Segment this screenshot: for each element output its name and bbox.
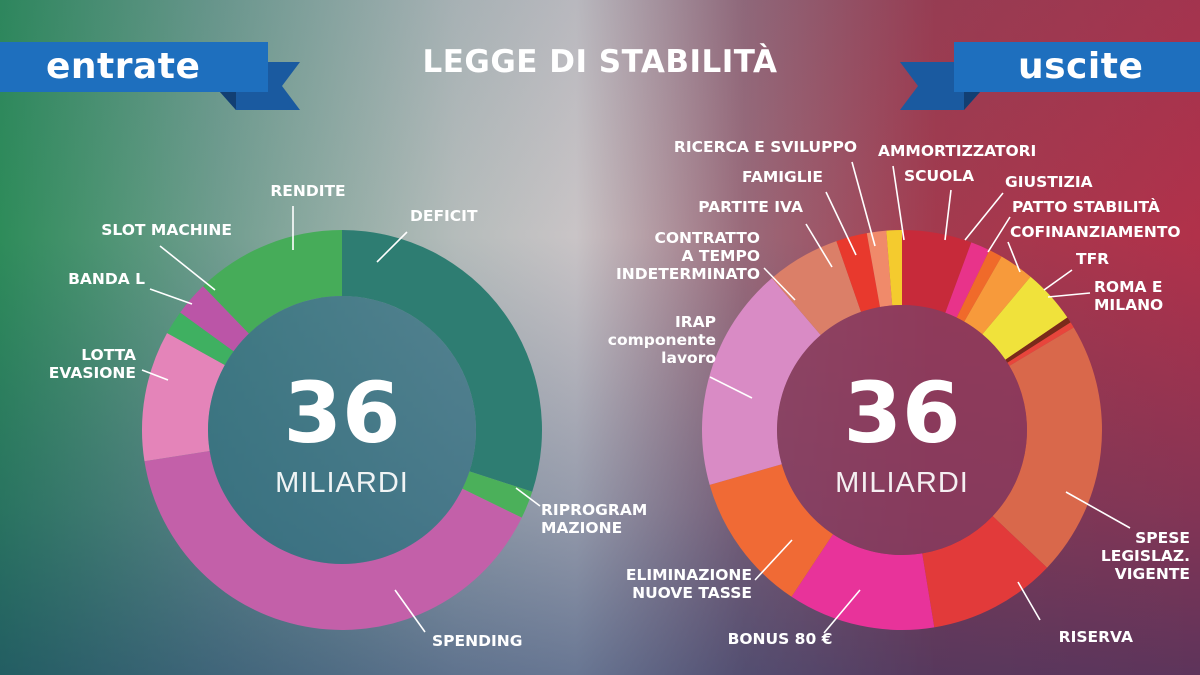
donut-center [777,305,1027,555]
label-deficit: DEFICIT [410,207,478,225]
label-giustizia: GIUSTIZIA [1005,173,1093,191]
donut-center [208,296,476,564]
entrate-donut: 36 MILIARDI [142,230,543,630]
label-irap-componente-lavoro: IRAP componente lavoro [608,313,716,367]
label-ricerca-e-sviluppo: RICERCA E SVILUPPO [674,138,857,156]
slice-spending [144,450,522,630]
label-riprogram-mazione: RIPROGRAM MAZIONE [541,501,647,537]
leader-patto-stabilit [987,216,1011,253]
leader-ricerca-e-sviluppo [851,161,876,247]
leader-eliminazione-nuove-tasse [754,539,793,581]
slice-cofinanziamento [982,276,1068,360]
slice-ricerca-e-sviluppo [886,230,902,306]
slice-roma-e-milano [1007,322,1074,366]
leader-riserva [1017,581,1041,621]
leader-irap-componente-lavoro [709,376,753,399]
slice-banda-l [167,312,234,366]
center-unit: MILIARDI [835,467,969,499]
label-eliminazione-nuove-tasse: ELIMINAZIONE NUOVE TASSE [626,566,752,602]
label-spese-legislaz-vigente: SPESE LEGISLAZ. VIGENTE [1101,529,1190,583]
leader-banda-l [149,288,193,305]
uscite-label: uscite [954,42,1200,92]
label-riserva: RISERVA [1059,628,1133,646]
slice-labels: DEFICIT RIPROGRAM MAZIONE SPENDING LOTTA EVAS… [49,138,1190,650]
leader-famiglie [825,191,857,256]
slice-slot-machine [180,286,249,352]
label-partite-iva: PARTITE IVA [698,198,803,216]
slice-riprogram-mazione [462,471,533,518]
center-value: 36 [844,364,961,462]
label-slot-machine: SLOT MACHINE [101,221,232,239]
leader-spese-legislaz-vigente [1065,491,1131,529]
slice-contratto-a-tempo-indeterminato [771,241,861,336]
label-scuola: SCUOLA [904,167,974,185]
leader-giustizia [964,192,1004,241]
slice-irap-componente-lavoro [702,278,821,485]
center-unit: MILIARDI [275,467,409,499]
leader-scuola [944,189,952,241]
slice-giustizia [956,250,1002,322]
label-patto-stabilit: PATTO STABILITÀ [1012,197,1160,216]
slice-eliminazione-nuove-tasse [709,464,833,597]
slice-partite-iva [836,233,880,312]
label-roma-e-milano: ROMA E MILANO [1094,278,1163,314]
leader-contratto-a-tempo-indeterminato [763,267,796,301]
leader-bonus-80 [823,589,861,634]
slice-famiglie [866,230,893,307]
slice-lotta-evasione [142,333,225,462]
slice-deficit [342,230,543,492]
leader-ammortizzatori [892,165,905,241]
label-spending: SPENDING [432,632,522,650]
leader-deficit [376,231,408,263]
label-bonus-80: BONUS 80 € [728,630,833,648]
label-tfr: TFR [1076,250,1109,268]
center-value: 36 [284,364,401,462]
slice-scuola [945,242,990,318]
label-contratto-a-tempo-indeterminato: CONTRATTO A TEMPO INDETERMINATO [616,229,760,283]
label-cofinanziamento: COFINANZIAMENTO [1010,223,1181,241]
label-banda-l: BANDA L [68,270,145,288]
slice-ammortizzatori [902,230,972,313]
page-title: LEGGE DI STABILITÀ [422,44,778,80]
leader-cofinanziamento [1007,241,1021,273]
label-famiglie: FAMIGLIE [742,168,823,186]
leader-slot-machine [159,245,216,291]
label-ammortizzatori: AMMORTIZZATORI [878,142,1036,160]
entrate-label: entrate [0,42,268,92]
slice-patto-stabilit [964,256,1031,335]
leader-lines [141,161,1131,634]
slice-spese-legislaz-vigente [992,327,1102,568]
uscite-donut: 36 MILIARDI [702,230,1102,630]
leader-riprogram-mazione [515,487,541,507]
leader-spending [394,589,426,633]
leader-partite-iva [805,223,833,268]
leader-lotta-evasione [141,369,169,381]
leader-tfr [1043,269,1073,291]
label-rendite: RENDITE [270,182,345,200]
slice-rendite [203,230,342,334]
slice-riserva [922,516,1048,628]
leader-roma-e-milano [1047,292,1091,298]
label-lotta-evasione: LOTTA EVASIONE [49,346,136,382]
slice-bonus-80 [791,534,935,630]
slice-tfr [1005,317,1071,363]
